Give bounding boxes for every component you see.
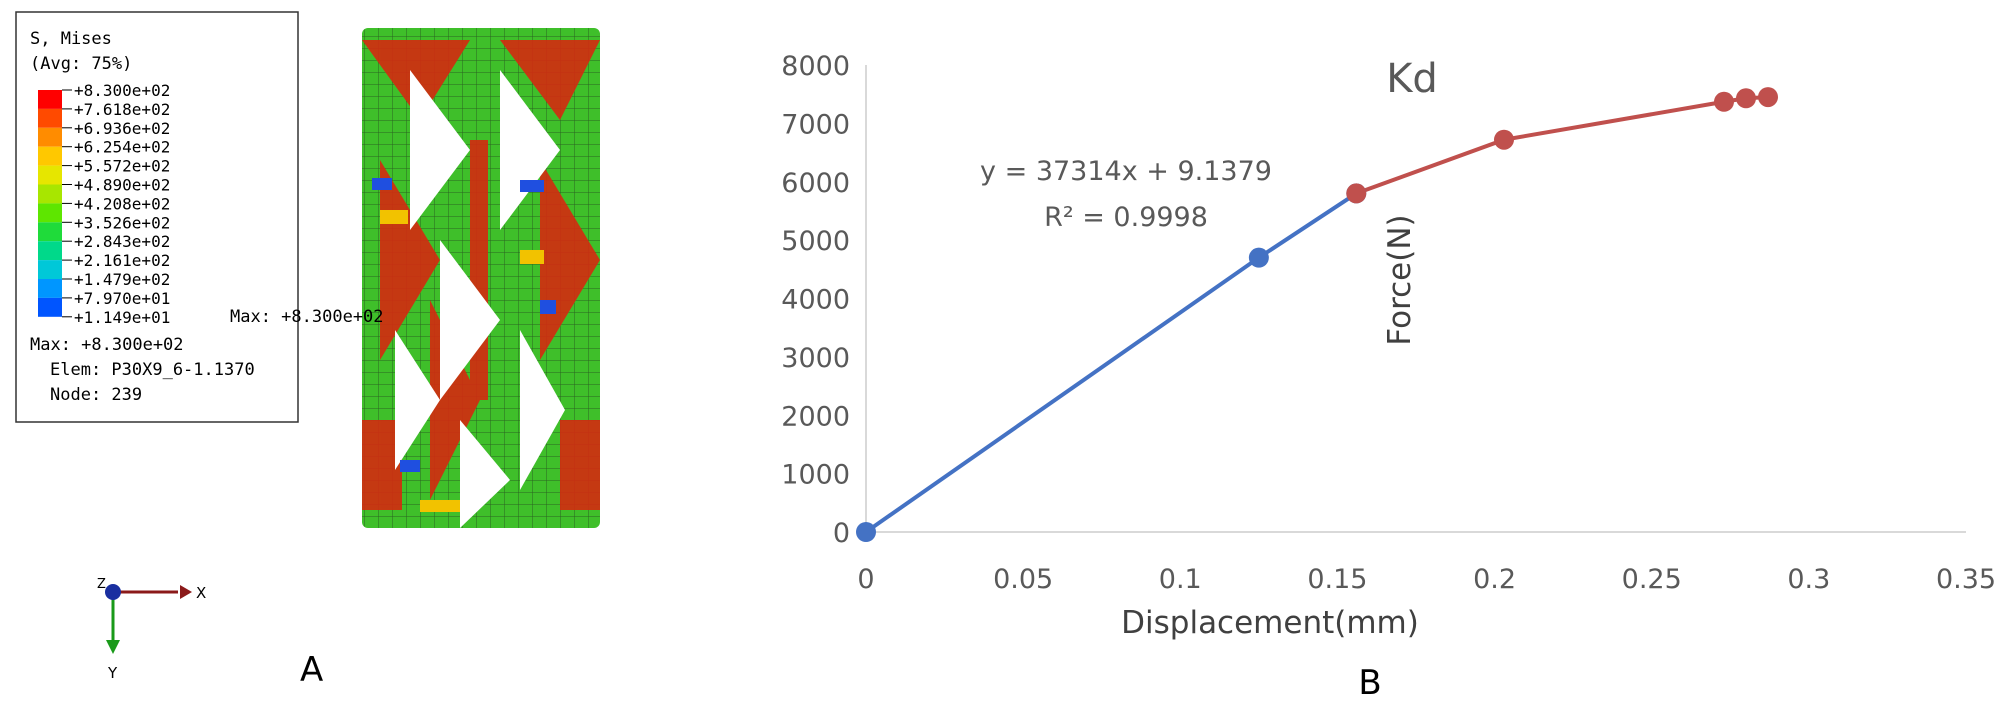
legend-elem: Elem: P30X9_6-1.1370 [50, 360, 255, 380]
legend-level-label: +1.149e+01 [74, 308, 170, 327]
stent-model [362, 28, 600, 528]
x-tick-label: 0.35 [1936, 564, 1996, 595]
legend-color-scale: +8.300e+02+7.618e+02+6.936e+02+6.254e+02… [38, 81, 170, 327]
chart-title: Kd [1386, 56, 1438, 102]
legend-level-label: +1.479e+02 [74, 270, 170, 289]
axis-x-label: X [196, 584, 206, 602]
legend-swatch [38, 222, 62, 242]
legend-level-label: +6.254e+02 [74, 138, 170, 157]
legend-box [15, 11, 299, 423]
y-tick-label: 6000 [781, 168, 850, 199]
x-tick-label: 0.15 [1307, 564, 1367, 595]
x-tick-label: 0.2 [1473, 564, 1516, 595]
force-displacement-chart: 0 0.05 0.1 0.15 0.2 0.25 0.3 0.35 0 1000 2000 3000… [781, 51, 1996, 703]
legend-level-label: +6.936e+02 [74, 119, 170, 138]
legend-swatch [38, 203, 62, 223]
legend-swatch [38, 127, 62, 147]
axis-triad: X Y Z [97, 577, 206, 682]
legend-swatch [38, 279, 62, 298]
x-tick-label: 0 [857, 564, 874, 595]
x-tick-label: 0.3 [1787, 564, 1830, 595]
data-point [1714, 91, 1734, 112]
series-line-2 [1355, 95, 1769, 196]
y-tick-label: 5000 [781, 226, 850, 257]
legend-swatch [38, 108, 62, 128]
y-tick-label: 2000 [781, 401, 850, 432]
max-callout: Max: +8.300e+02 [230, 307, 384, 327]
legend-level-label: +2.843e+02 [74, 232, 170, 251]
x-tick-label: 0.1 [1159, 564, 1202, 595]
data-point [1758, 87, 1778, 108]
legend-level-label: +4.890e+02 [74, 176, 170, 195]
legend-swatch [38, 165, 62, 185]
legend-max: Max: +8.300e+02 [30, 335, 184, 355]
legend-level-label: +5.572e+02 [74, 157, 170, 176]
fem-figure: S, Mises (Avg: 75%) +8.300e+02+7.618e+02… [15, 11, 600, 690]
series-line-1 [864, 191, 1358, 534]
legend-swatch [38, 260, 62, 279]
legend-level-label: +8.300e+02 [74, 81, 170, 100]
x-tick-label: 0.25 [1622, 564, 1682, 595]
y-tick-label: 4000 [781, 285, 850, 316]
y-tick-label: 8000 [781, 51, 850, 82]
data-point [1346, 183, 1367, 204]
legend-swatch [38, 297, 62, 317]
y-tick-labels: 0 1000 2000 3000 4000 5000 6000 7000 8000 [781, 51, 850, 549]
panel-a: S, Mises (Avg: 75%) +8.300e+02 +7.618e+02… [0, 0, 700, 706]
x-tick-labels: 0 0.05 0.1 0.15 0.2 0.25 0.3 0.35 [857, 564, 1996, 595]
x-axis-label: Displacement(mm) [1121, 605, 1419, 641]
legend-node: Node: 239 [50, 385, 142, 405]
chart-axes [865, 65, 1966, 533]
panel-b: 0 0.05 0.1 0.15 0.2 0.25 0.3 0.35 0 1000 2000 3000… [680, 0, 2006, 706]
legend-subtitle: (Avg: 75%) [30, 54, 132, 74]
legend-swatch [38, 146, 62, 166]
data-point [856, 522, 876, 542]
data-point [1494, 129, 1514, 150]
legend-level-label: +7.618e+02 [74, 100, 170, 119]
trendline-r2: R² = 0.9998 [1044, 202, 1208, 233]
y-axis-label: Force(N) [1382, 214, 1418, 345]
y-tick-label: 3000 [781, 343, 850, 374]
chart-series [856, 87, 1778, 542]
y-tick-label: 0 [833, 518, 850, 549]
x-tick-label: 0.05 [993, 564, 1053, 595]
data-point [1736, 88, 1756, 109]
y-tick-label: 7000 [781, 109, 850, 140]
legend-swatch [38, 184, 62, 204]
axis-z-label: Z [97, 577, 106, 592]
legend-level-label: +2.161e+02 [74, 251, 170, 270]
panel-a-label: A [300, 650, 323, 690]
axis-y-label: Y [107, 664, 118, 682]
panel-b-label: B [1358, 663, 1381, 703]
legend-title: S, Mises [30, 29, 112, 49]
legend-level-label: +4.208e+02 [74, 194, 170, 213]
legend-swatch [38, 241, 62, 261]
trendline-equation: y = 37314x + 9.1379 [980, 156, 1272, 187]
y-tick-label: 1000 [781, 460, 850, 491]
data-point [1248, 247, 1269, 268]
legend-level-label: +3.526e+02 [74, 213, 170, 232]
legend-swatch [38, 90, 62, 109]
legend-level-label: +7.970e+01 [74, 289, 170, 308]
